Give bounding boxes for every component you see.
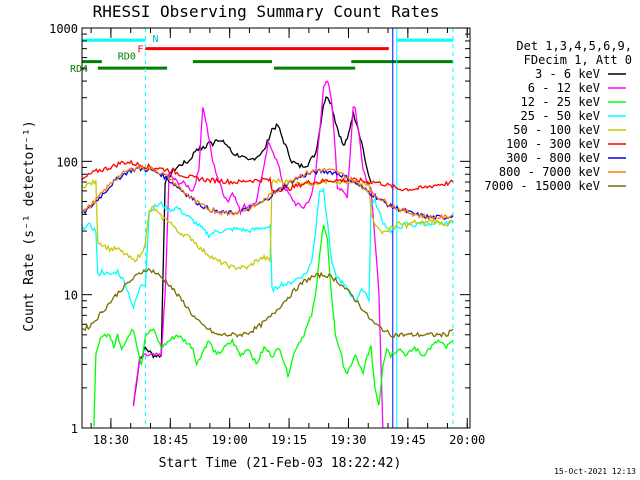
y-tick-label: 10: [64, 289, 78, 303]
series-line-6: [81, 165, 454, 221]
series-line-3: [81, 186, 454, 311]
legend-header-line: FDecim 1, Att 0: [524, 53, 632, 67]
legend-layer: Det 1,3,4,5,6,9,FDecim 1, Att 03 - 6 keV…: [484, 39, 632, 193]
flag-label-rd4: RD4: [70, 64, 88, 75]
x-tick-label: 19:00: [212, 433, 248, 447]
x-tick-label: 18:45: [152, 433, 188, 447]
legend-entry-label: 7000 - 15000 keV: [484, 179, 600, 193]
legend-entry-label: 3 - 6 keV: [535, 67, 600, 81]
chart-title: RHESSI Observing Summary Count Rates: [93, 2, 440, 21]
x-tick-label: 19:15: [271, 433, 307, 447]
plot-frame: [81, 27, 471, 429]
flag-label-rd0: RD0: [118, 52, 136, 63]
series-line-5: [81, 159, 454, 193]
legend-entry-label: 12 - 25 keV: [521, 95, 600, 109]
x-tick-label: 18:30: [93, 433, 129, 447]
legend-entry-label: 50 - 100 keV: [513, 123, 600, 137]
legend-entry-label: 300 - 800 keV: [506, 151, 600, 165]
series-line-1: [132, 80, 384, 429]
legend-entry-label: 800 - 7000 keV: [499, 165, 600, 179]
axis-layer: 1 10 100 1000 18:30 18:45 19:00 19:15 19:30 19:45…: [49, 22, 485, 447]
x-tick-label: 19:30: [330, 433, 366, 447]
legend-header-line: Det 1,3,4,5,6,9,: [516, 39, 632, 53]
x-tick-label: 19:45: [390, 433, 426, 447]
x-axis-label: Start Time (21-Feb-03 18:22:42): [159, 456, 402, 471]
y-tick-label: 1: [71, 422, 78, 436]
y-tick-label: 100: [56, 155, 78, 169]
legend-entry-label: 6 - 12 keV: [528, 81, 600, 95]
y-axis-label: Count Rate (s⁻¹ detector⁻¹): [22, 120, 37, 331]
timestamp: 15-Oct-2021 12:13: [554, 467, 636, 476]
series-line-8: [81, 267, 454, 339]
x-tick-label: 20:00: [449, 433, 485, 447]
legend-entry-label: 25 - 50 keV: [521, 109, 600, 123]
series-line-4: [81, 177, 454, 270]
flag-label-f: F: [137, 45, 143, 56]
series-line-7: [81, 164, 454, 221]
legend-entry-label: 100 - 300 keV: [506, 137, 600, 151]
y-tick-label: 1000: [49, 22, 78, 36]
series-line-2: [93, 224, 454, 427]
series-layer: [81, 80, 454, 429]
flag-label-n: N: [152, 34, 158, 45]
